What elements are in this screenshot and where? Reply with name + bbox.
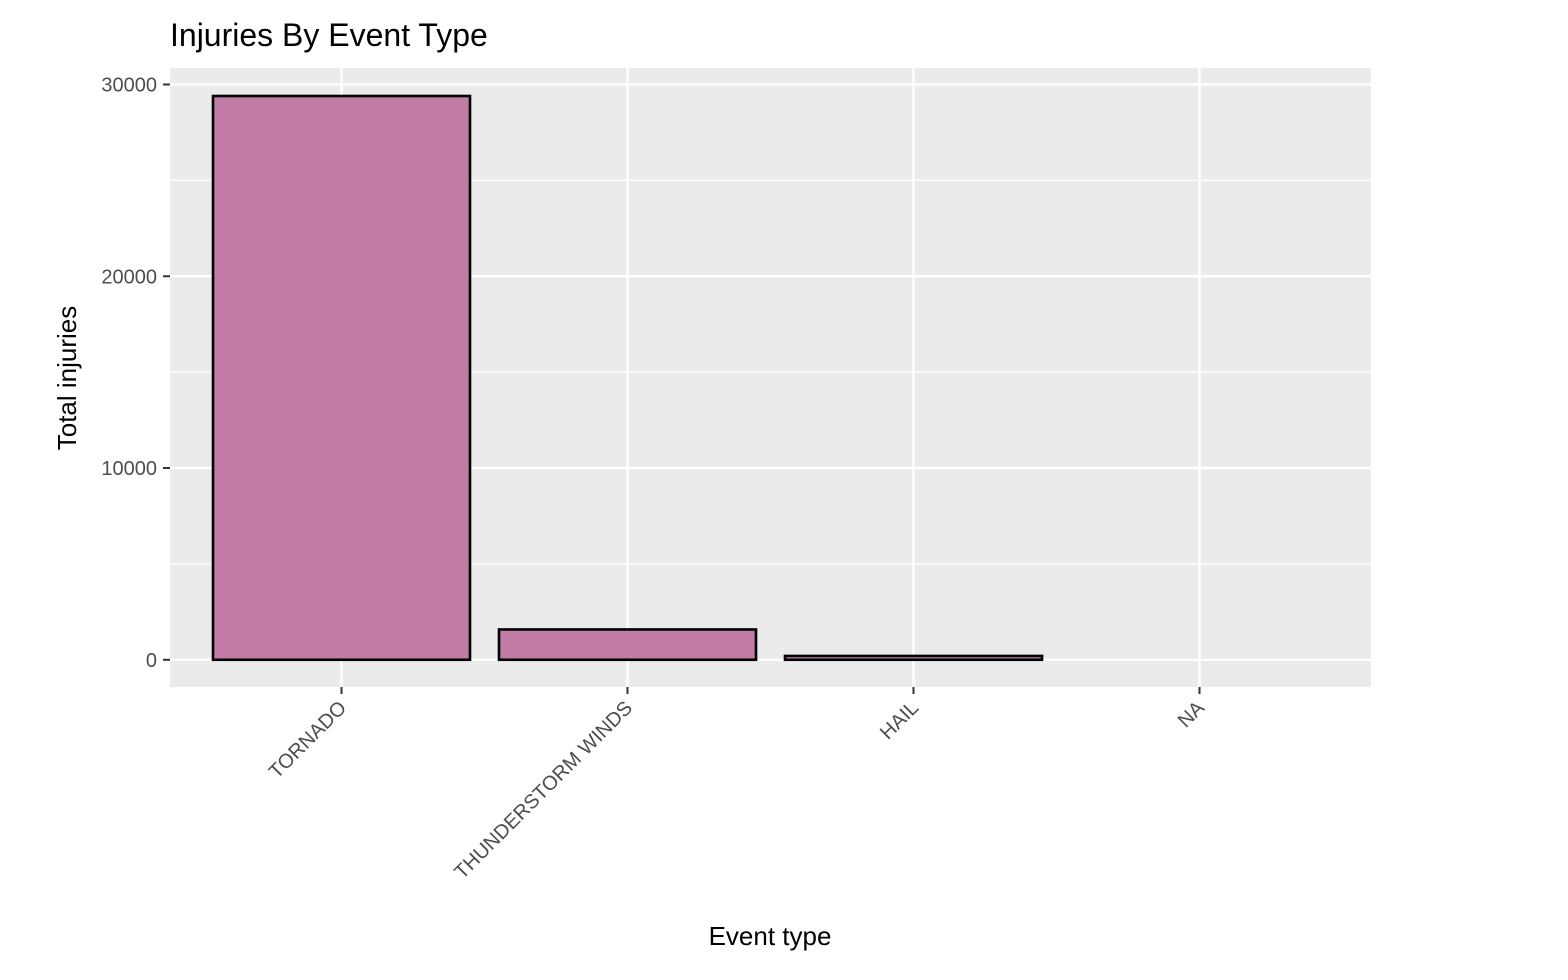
bar-hail: [783, 654, 1044, 662]
y-axis: 0 10000 20000 30000: [101, 74, 170, 672]
x-tick-label: HAIL: [876, 697, 923, 744]
bars: [211, 94, 1044, 662]
y-tick-label: 20000: [101, 266, 157, 288]
y-tick-label: 0: [146, 650, 157, 672]
x-tick-label: NA: [1174, 697, 1210, 733]
x-tick-label: TORNADO: [265, 697, 351, 783]
bar-tornado: [211, 94, 472, 662]
x-tick-label: THUNDERSTORM WINDS: [450, 697, 637, 884]
chart-title: Injuries By Event Type: [170, 17, 488, 53]
y-axis-title: Total injuries: [52, 306, 82, 451]
bar-thunderstorm-winds: [497, 628, 758, 662]
x-axis: TORNADO THUNDERSTORM WINDS HAIL NA: [265, 687, 1209, 884]
y-tick-label: 30000: [101, 74, 157, 96]
y-tick-label: 10000: [101, 458, 157, 480]
x-axis-title: Event type: [709, 921, 832, 951]
